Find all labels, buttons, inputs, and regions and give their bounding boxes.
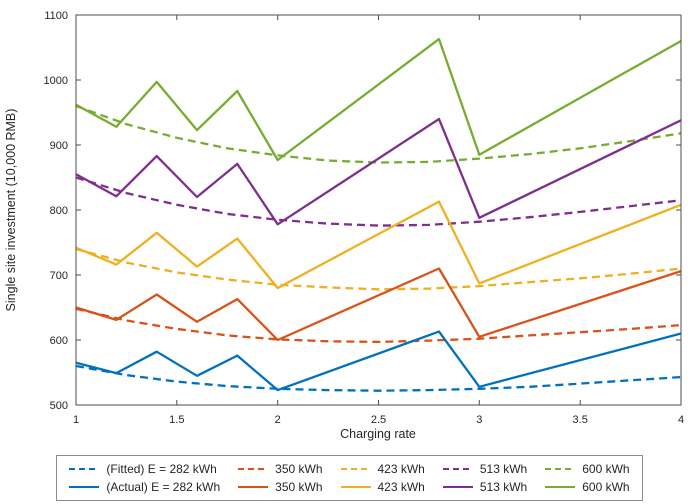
y-tick-label: 800	[50, 205, 68, 217]
dashed-line-sample	[238, 467, 269, 471]
legend-label: 513 kWh	[479, 480, 528, 494]
x-tick-label: 3	[476, 414, 482, 426]
legend-item: 423 kWh	[340, 480, 425, 494]
series-line	[75, 104, 682, 164]
dashed-line-sample	[340, 467, 371, 471]
solid-line-sample	[238, 485, 269, 489]
series-line	[75, 364, 682, 392]
series-line	[75, 330, 682, 392]
legend-item: 600 kWh	[545, 462, 630, 476]
legend-label: 423 kWh	[377, 480, 425, 494]
dashed-line-sample	[442, 467, 473, 471]
legend: (Fitted) E = 282 kWh 350 kWh 423 kWh 513 kW…	[56, 455, 643, 501]
series-layer	[75, 37, 682, 392]
y-tick-label: 700	[50, 270, 68, 282]
legend-label: 350 kWh	[275, 462, 323, 476]
y-axis-label: Single site investment (10,000 RMB)	[4, 109, 18, 312]
series-line	[75, 247, 682, 291]
legend-label: 513 kWh	[479, 462, 528, 476]
legend-label: 423 kWh	[377, 462, 425, 476]
series-line	[75, 117, 682, 226]
legend-item: (Fitted) E = 282 kWh	[69, 462, 220, 476]
dashed-line-sample	[545, 467, 576, 471]
series-line	[75, 267, 682, 342]
legend-item: 423 kWh	[340, 462, 425, 476]
y-tick-label: 1100	[44, 10, 68, 22]
legend-label: (Actual) E = 282 kWh	[106, 480, 221, 494]
legend-label: (Fitted) E = 282 kWh	[106, 462, 217, 476]
legend-item: (Actual) E = 282 kWh	[69, 480, 220, 494]
series-line	[75, 200, 682, 290]
solid-line-sample	[442, 485, 473, 489]
legend-label: 350 kWh	[275, 480, 323, 494]
axis-layer: 1 1.5 2 2.5 3 3.5 4 500 600 700 800 900 1000 1100	[44, 10, 685, 426]
legend-item: 513 kWh	[442, 480, 528, 494]
x-tick-label: 1.5	[169, 414, 184, 426]
y-tick-label: 1000	[44, 75, 68, 87]
x-tick-label: 2.5	[371, 414, 386, 426]
x-tick-label: 4	[678, 414, 684, 426]
line-chart: 1 1.5 2 2.5 3 3.5 4 500 600 700 800 900 1000 1100 Cha…	[4, 10, 685, 441]
legend-item: 600 kWh	[545, 480, 630, 494]
solid-line-sample	[69, 485, 100, 489]
dashed-line-sample	[69, 467, 100, 471]
series-line	[75, 176, 682, 227]
series-line	[75, 307, 682, 344]
legend-label: 600 kWh	[582, 480, 630, 494]
solid-line-sample	[545, 485, 576, 489]
series-line	[75, 37, 682, 162]
x-tick-label: 3.5	[573, 414, 588, 426]
legend-item: 513 kWh	[442, 462, 528, 476]
y-tick-label: 500	[50, 400, 68, 412]
solid-line-sample	[340, 485, 371, 489]
x-tick-label: 1	[73, 414, 79, 426]
x-tick-label: 2	[275, 414, 281, 426]
legend-item: 350 kWh	[238, 462, 323, 476]
legend-item: 350 kWh	[238, 480, 323, 494]
legend-label: 600 kWh	[582, 462, 630, 476]
y-tick-label: 600	[50, 335, 68, 347]
x-axis-label: Charging rate	[340, 427, 416, 441]
y-tick-label: 900	[50, 140, 68, 152]
